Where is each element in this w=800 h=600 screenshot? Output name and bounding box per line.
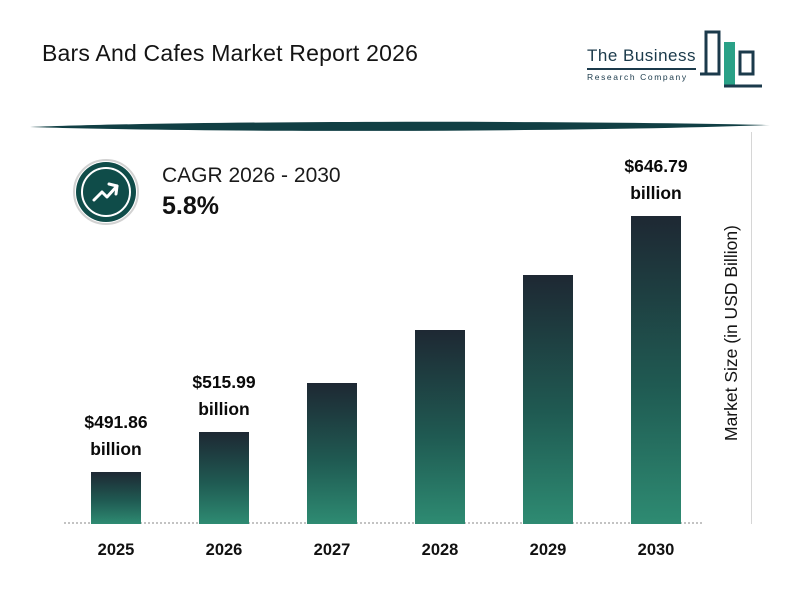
bar-columns: $491.86 billion 2025 $515.99 billion 2026 2027… [62, 140, 710, 570]
bar-column: $515.99 billion 2026 [170, 140, 278, 570]
cagr-value: 5.8% [162, 191, 219, 220]
x-tick-label: 2028 [421, 541, 459, 559]
page-title: Bars And Cafes Market Report 2026 [42, 40, 419, 66]
bar-chart: $491.86 billion 2025 $515.99 billion 2026 2027… [62, 140, 710, 570]
cagr-texts: CAGR 2026 - 2030 5.8% [162, 164, 341, 221]
right-axis-line [751, 132, 752, 524]
bar-column: 2028 [386, 140, 494, 570]
growth-arrow-icon [73, 159, 139, 225]
logo-text: The Business Research Company [587, 28, 696, 82]
bar-value-label: $515.99 billion [192, 371, 256, 419]
y-axis-label: Market Size (in USD Billion) [721, 225, 741, 441]
bar-column: $491.86 billion 2025 [62, 140, 170, 570]
bar-column: 2027 [278, 140, 386, 570]
bar-column: $646.79 billion 2030 [602, 140, 710, 570]
x-tick-label: 2027 [313, 541, 351, 559]
logo-subname: Research Company [587, 72, 688, 82]
divider-swoosh [30, 121, 770, 131]
company-logo: The Business Research Company [587, 28, 762, 92]
bar-value-label: $491.86 billion [84, 411, 148, 459]
cagr-label: CAGR 2026 - 2030 [162, 163, 341, 187]
bar-2026 [199, 432, 249, 524]
x-tick-label: 2025 [97, 541, 135, 559]
bar-column: 2029 [494, 140, 602, 570]
bar-value-label: $646.79 billion [624, 155, 688, 203]
bar-2029 [523, 275, 573, 524]
chart-baseline [64, 522, 702, 524]
bar-2025 [91, 472, 141, 524]
bar-2028 [415, 330, 465, 524]
x-tick-label: 2026 [205, 541, 243, 559]
bar-2030 [631, 216, 681, 524]
cagr-badge: CAGR 2026 - 2030 5.8% [72, 158, 341, 226]
logo-bars-icon [700, 30, 762, 88]
logo-name: The Business [587, 46, 696, 70]
bar-2027 [307, 383, 357, 524]
x-tick-label: 2029 [529, 541, 567, 559]
x-tick-label: 2030 [637, 541, 675, 559]
